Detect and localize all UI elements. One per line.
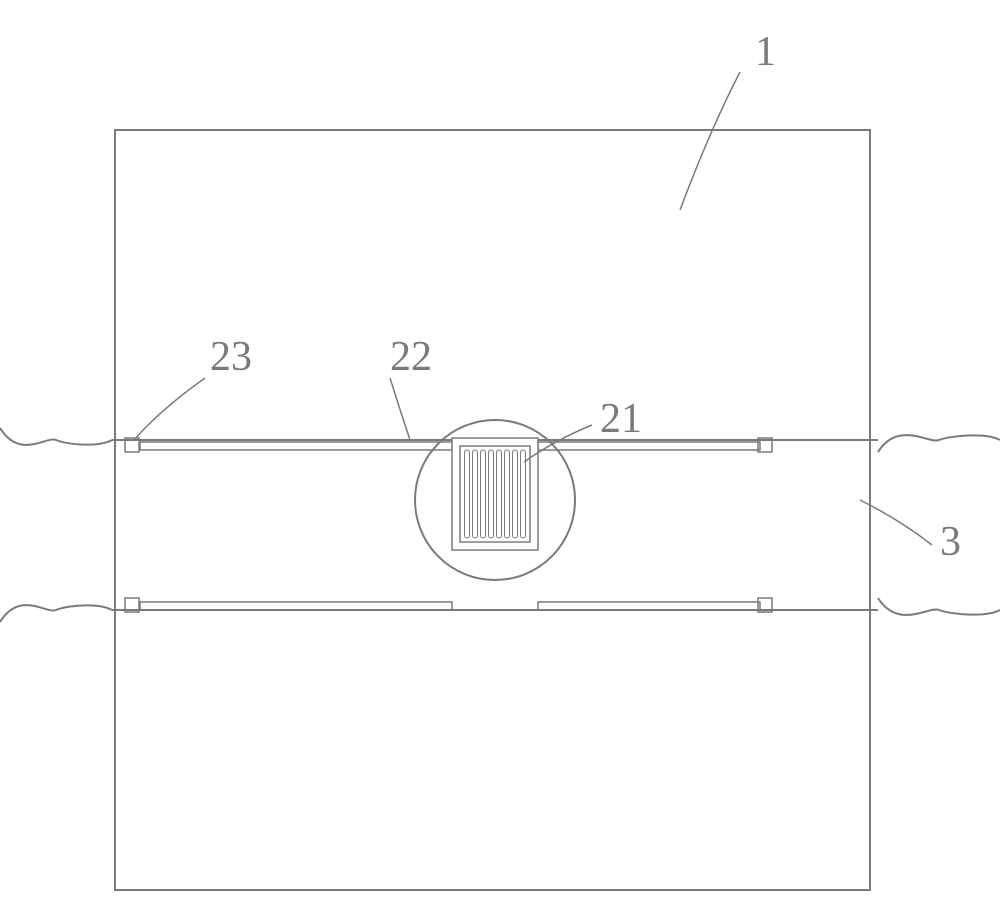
leader-line: [134, 378, 205, 440]
leader-line: [680, 72, 740, 210]
lower-arm-left: [140, 602, 452, 610]
upper-arm-left: [140, 442, 452, 450]
label-3: 3: [940, 519, 961, 565]
lower-arm-right: [538, 602, 760, 610]
channel-bottom-right-break: [878, 598, 1000, 615]
channel-bottom-left-break: [0, 605, 112, 622]
label-22: 22: [390, 334, 432, 380]
channel-top-left-break: [0, 428, 112, 445]
label-23: 23: [210, 334, 252, 380]
leader-line: [390, 378, 410, 440]
label-21: 21: [600, 396, 642, 442]
label-1: 1: [755, 29, 776, 75]
upper-arm-right: [538, 442, 760, 450]
channel-top-right-break: [878, 435, 1000, 452]
technical-diagram: 1 23 22 21 3: [0, 0, 1000, 924]
